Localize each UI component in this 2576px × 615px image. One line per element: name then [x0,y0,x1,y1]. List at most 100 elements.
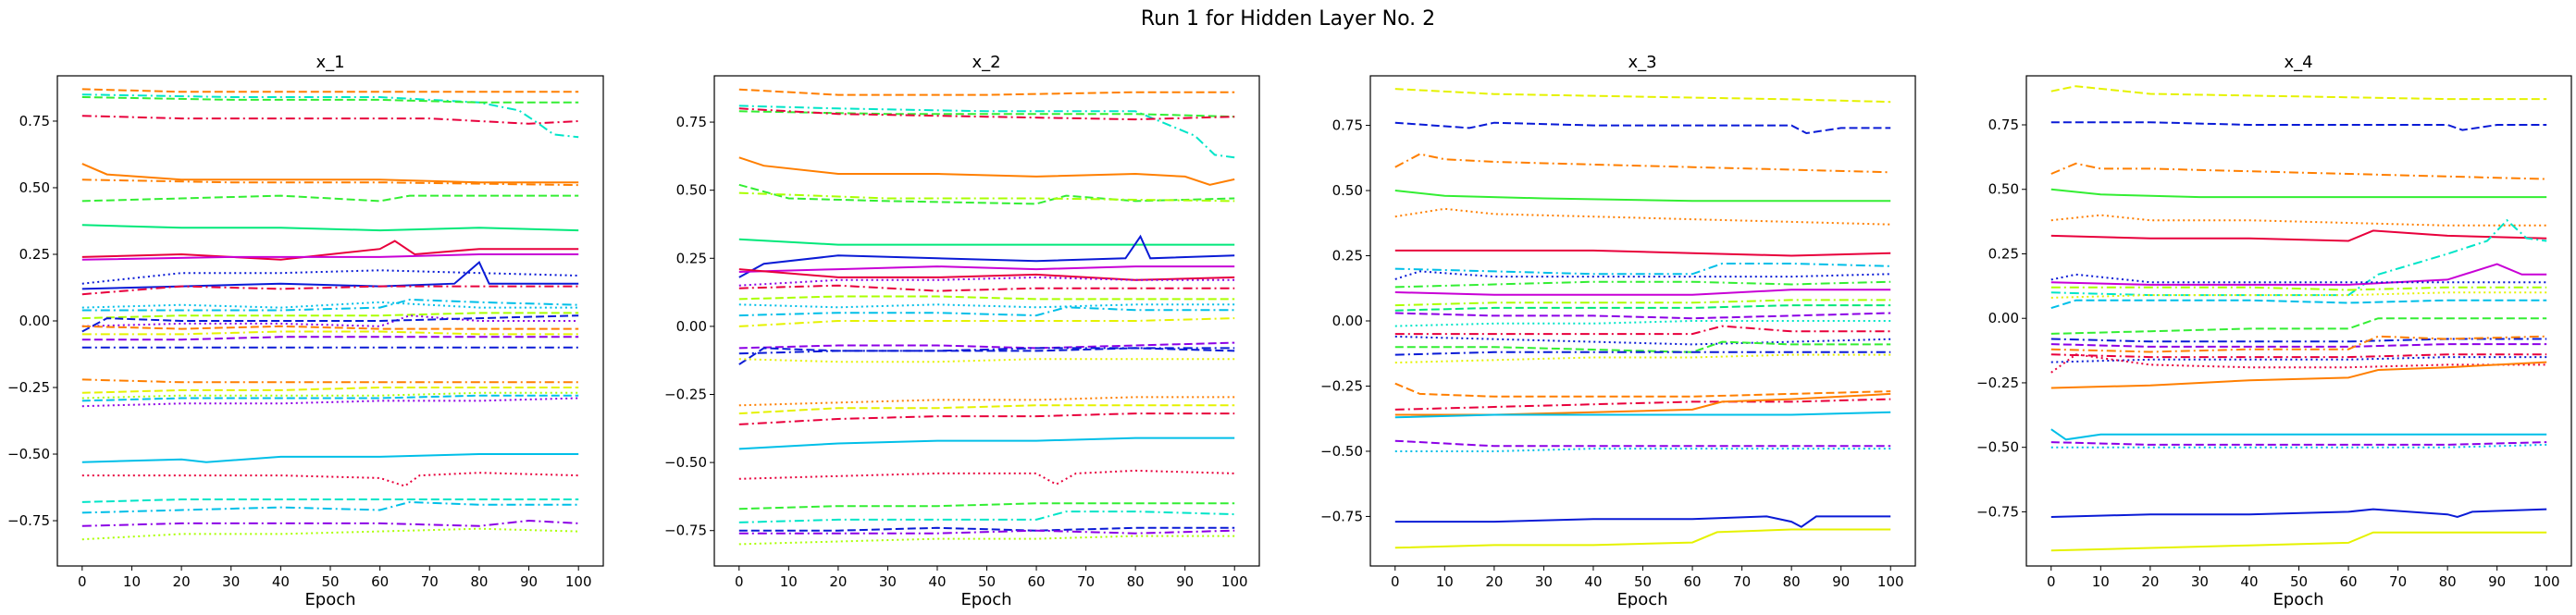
y-tick-label: −0.50 [1976,439,2019,456]
x-tick-label: 70 [421,573,439,590]
series-line-22 [738,396,1235,407]
series-line-24 [2050,508,2547,519]
x-tick-label: 100 [1877,573,1904,590]
series-line-6 [2050,229,2547,242]
series-line-13 [2050,317,2547,335]
series-line-12 [1394,304,1891,312]
y-tick-label: 0.50 [19,179,50,196]
series-line-22 [2050,441,2547,446]
x-tick-label: 40 [928,573,946,590]
subplot-x2: x_2 Epoch 0 10 20 30 40 50 60 70 80 90 100 −0.75 −0.… [664,53,1260,609]
series-line-9 [81,240,579,261]
series-line-26 [738,469,1235,486]
series-line-20 [81,330,579,336]
x-tick-label: 0 [735,573,744,590]
series-line-1 [1394,88,1891,104]
y-tick-label: −0.25 [1976,375,2019,391]
series-line-19 [81,325,579,330]
series-line-23 [1394,411,1891,419]
series-line-2 [2050,121,2547,131]
x-tick-label: 50 [1634,573,1652,590]
series-line-6 [738,183,1235,205]
x-axis-label: Epoch [1616,590,1667,609]
series-group [1394,88,1891,549]
series-line-28 [738,510,1235,523]
series-line-8 [81,224,579,232]
x-tick-label: 0 [2047,573,2056,590]
series-line-21 [1394,398,1891,411]
x-tick-label: 90 [2488,573,2506,590]
x-tick-label: 30 [222,573,240,590]
x-tick-label: 40 [2240,573,2258,590]
series-line-17 [1394,340,1891,353]
series-group [2050,85,2547,552]
series-line-7 [1394,263,1891,276]
plot-frame [56,75,604,567]
series-line-3 [2050,162,2547,180]
series-line-15 [1394,325,1891,336]
series-line-25 [738,437,1235,450]
series-line-10 [81,253,579,261]
series-line-20 [738,347,1235,365]
y-tick-label: −0.75 [664,523,707,539]
x-tick-label: 30 [879,573,897,590]
x-tick-label: 20 [2141,573,2159,590]
x-tick-label: 60 [2339,573,2357,590]
series-line-28 [81,453,579,463]
series-line-9 [2050,273,2547,284]
x-tick-label: 60 [371,573,389,590]
series-line-23 [2050,443,2547,449]
y-tick-label: −0.75 [1976,503,2019,520]
x-tick-label: 70 [1077,573,1095,590]
series-line-30 [738,529,1235,535]
series-line-27 [1394,528,1891,549]
series-line-31 [738,535,1235,546]
series-line-8 [1394,270,1891,280]
x-axis-label: Epoch [960,590,1011,609]
x-tick-label: 30 [2191,573,2209,590]
subplot-x1: x_1 Epoch 0 10 20 30 40 50 60 70 80 90 100 −0.75 −0.… [7,53,604,609]
x-tick-label: 20 [173,573,191,590]
series-line-23 [738,404,1235,415]
series-line-23 [81,378,579,384]
y-tick-label: −0.50 [1320,443,1363,460]
series-line-10 [1394,289,1891,296]
series-line-11 [1394,299,1891,307]
series-line-18 [1394,351,1891,356]
x-tick-label: 90 [1832,573,1850,590]
series-line-6 [81,178,579,187]
series-line-12 [2050,299,2547,310]
series-line-13 [81,285,579,296]
series-line-14 [81,301,579,309]
x-tick-label: 80 [1783,573,1801,590]
subplot-title: x_1 [316,53,344,72]
x-axis-label: Epoch [2273,590,2323,609]
series-line-18 [81,314,579,333]
x-tick-label: 70 [1733,573,1751,590]
series-line-29 [81,472,579,487]
series-line-22 [81,336,579,341]
series-line-8 [2050,263,2547,286]
series-line-18 [738,341,1235,350]
series-line-17 [738,317,1235,327]
x-tick-label: 10 [1436,573,1454,590]
series-line-12 [81,260,579,290]
series-line-24 [738,412,1235,425]
x-tick-label: 20 [829,573,847,590]
series-line-13 [738,284,1235,292]
y-tick-label: −0.75 [1320,508,1363,524]
series-line-20 [2050,361,2547,389]
series-line-15 [2050,343,2547,348]
series-line-16 [2050,335,2547,353]
series-line-25 [2050,531,2547,552]
x-tick-label: 90 [520,573,538,590]
x-tick-label: 60 [1683,573,1701,590]
series-line-27 [81,397,579,408]
x-tick-label: 30 [1535,573,1553,590]
x-tick-label: 100 [1221,573,1248,590]
y-tick-label: 0.50 [676,182,707,199]
series-line-15 [81,298,579,312]
series-line-3 [1394,153,1891,174]
y-tick-label: 0.75 [19,113,50,129]
